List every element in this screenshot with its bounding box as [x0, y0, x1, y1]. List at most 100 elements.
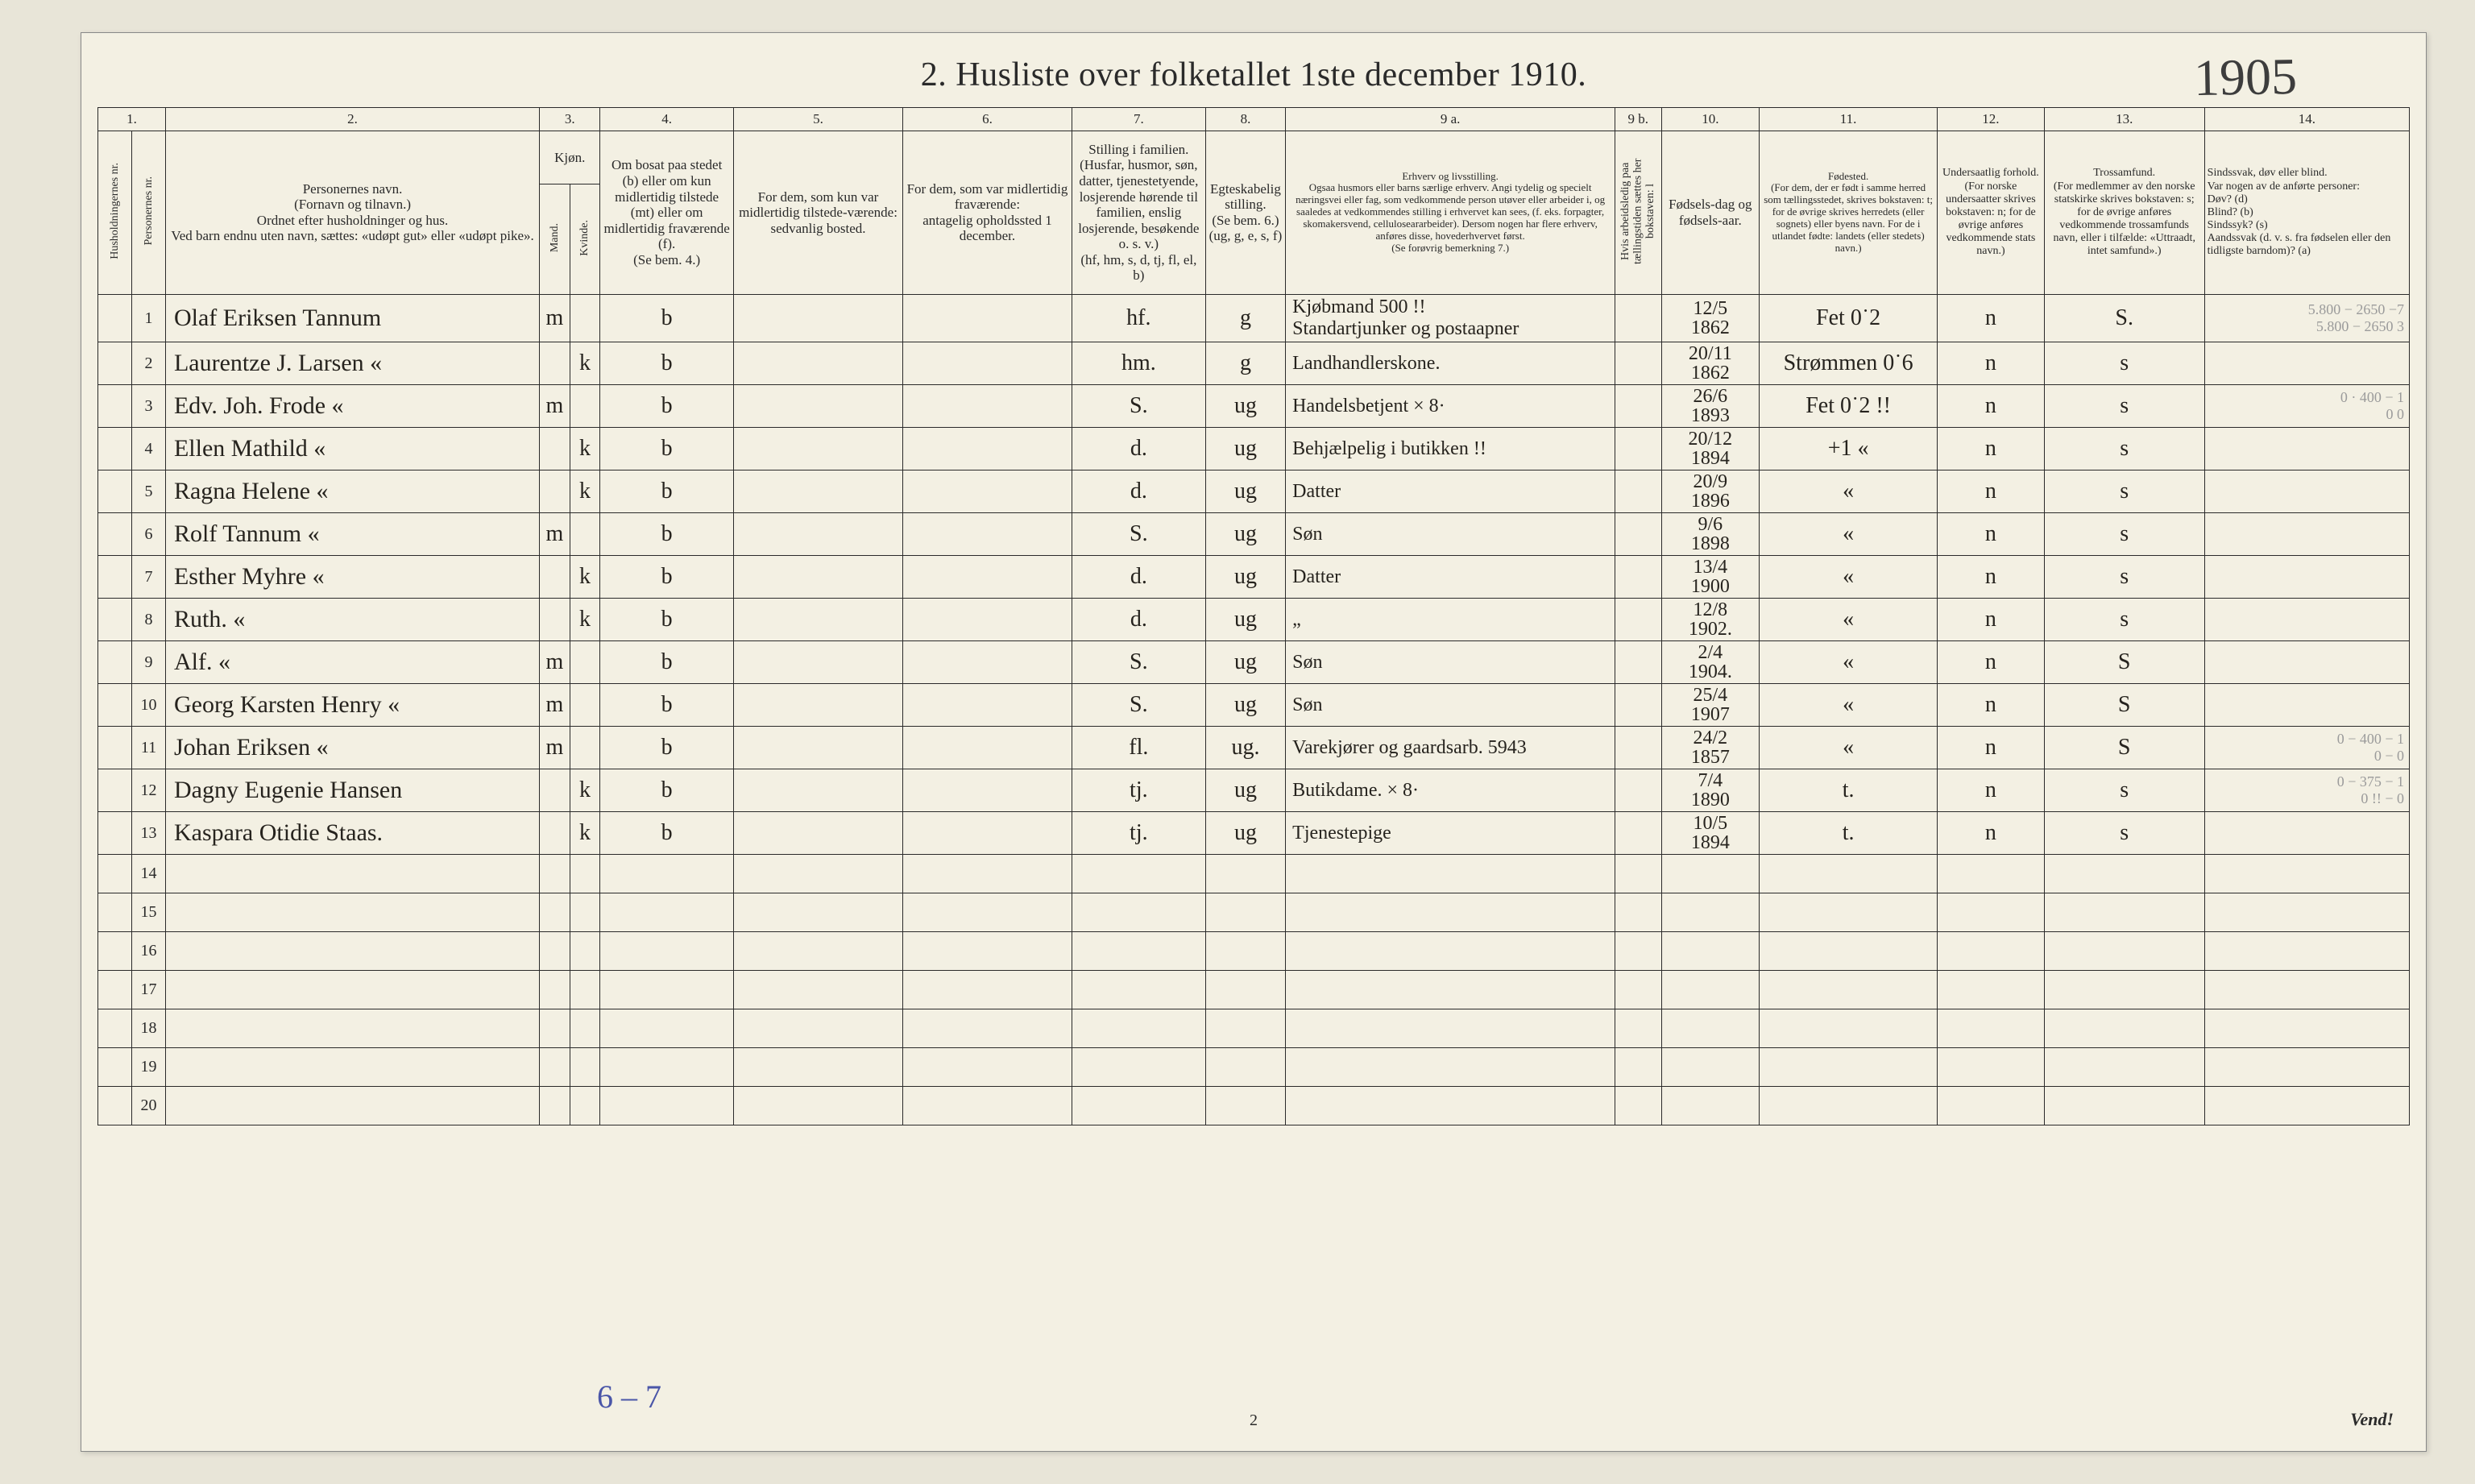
cell-empty — [1938, 1048, 2045, 1087]
cell-marital: ug — [1205, 769, 1285, 812]
cell-empty — [540, 1009, 570, 1048]
cell-birthplace: « — [1760, 513, 1938, 556]
cell-empty — [1205, 893, 1285, 932]
cell-nationality: n — [1938, 684, 2045, 727]
cell-empty — [1760, 893, 1938, 932]
cell-person-nr: 4 — [131, 428, 165, 470]
table-row: 2Laurentze J. Larsen «kbhm.gLandhandlers… — [98, 342, 2410, 385]
cell-empty — [540, 855, 570, 893]
cell-birthplace: Fet 0˙2 — [1760, 295, 1938, 342]
cell-sex-k — [570, 684, 600, 727]
cell-sex-m: m — [540, 727, 570, 769]
cell-hushold-nr — [98, 971, 132, 1009]
cell-religion: s — [2044, 812, 2204, 855]
cell-nationality: n — [1938, 641, 2045, 684]
cell-empty — [1072, 855, 1205, 893]
table-row: 12Dagny Eugenie Hansenkbtj.ugButikdame. … — [98, 769, 2410, 812]
cell-religion: S. — [2044, 295, 2204, 342]
cell-empty — [734, 971, 903, 1009]
cell-empty — [1938, 932, 2045, 971]
cell-empty — [1286, 1087, 1615, 1125]
cell-empty — [1661, 1087, 1760, 1125]
cell-temp-present — [734, 470, 903, 513]
header-row: Husholdningernes nr. Personernes nr. Per… — [98, 131, 2410, 184]
cell-name: Olaf Eriksen Tannum — [165, 295, 539, 342]
cell-temp-present — [734, 641, 903, 684]
cell-religion: s — [2044, 385, 2204, 428]
cell-sex-m — [540, 599, 570, 641]
cell-name: Esther Myhre « — [165, 556, 539, 599]
hdr-family-pos: Stilling i familien. (Husfar, husmor, sø… — [1072, 131, 1205, 295]
cell-empty — [902, 1048, 1072, 1087]
cell-temp-absent — [902, 342, 1072, 385]
cell-marital: ug — [1205, 513, 1285, 556]
cell-disability: 5.800 − 2650 −7 5.800 − 2650 3 — [2204, 295, 2409, 342]
cell-family-pos: S. — [1072, 513, 1205, 556]
cell-marital: ug — [1205, 470, 1285, 513]
cell-family-pos: fl. — [1072, 727, 1205, 769]
cell-marital: ug — [1205, 599, 1285, 641]
cell-temp-absent — [902, 428, 1072, 470]
cell-empty — [1938, 1009, 2045, 1048]
cell-temp-absent — [902, 684, 1072, 727]
cell-hushold-nr — [98, 932, 132, 971]
cell-temp-absent — [902, 385, 1072, 428]
cell-family-pos: S. — [1072, 684, 1205, 727]
table-row: 14 — [98, 855, 2410, 893]
cell-residence: b — [600, 769, 734, 812]
cell-empty — [2044, 971, 2204, 1009]
cell-unemployed — [1615, 727, 1661, 769]
cell-sex-k: k — [570, 556, 600, 599]
cell-person-nr: 6 — [131, 513, 165, 556]
colnum-10: 10. — [1661, 108, 1760, 131]
cell-empty — [600, 1009, 734, 1048]
cell-occupation: Landhandlerskone. — [1286, 342, 1615, 385]
handwritten-year: 1905 — [2193, 47, 2297, 108]
cell-empty — [1661, 893, 1760, 932]
cell-person-nr: 5 — [131, 470, 165, 513]
cell-empty — [1615, 893, 1661, 932]
cell-empty — [570, 932, 600, 971]
hdr-nationality: Undersaatlig forhold. (For norske unders… — [1938, 131, 2045, 295]
cell-residence: b — [600, 641, 734, 684]
colnum-9a: 9 a. — [1286, 108, 1615, 131]
cell-dob: 20/12 1894 — [1661, 428, 1760, 470]
cell-marital: ug — [1205, 641, 1285, 684]
cell-hushold-nr — [98, 1009, 132, 1048]
cell-empty — [1661, 1048, 1760, 1087]
cell-sex-m: m — [540, 513, 570, 556]
cell-nationality: n — [1938, 727, 2045, 769]
cell-empty — [1661, 855, 1760, 893]
cell-residence: b — [600, 684, 734, 727]
cell-marital: ug — [1205, 428, 1285, 470]
cell-residence: b — [600, 727, 734, 769]
cell-nationality: n — [1938, 470, 2045, 513]
cell-sex-m — [540, 812, 570, 855]
cell-unemployed — [1615, 428, 1661, 470]
cell-occupation: Datter — [1286, 470, 1615, 513]
cell-empty — [600, 1048, 734, 1087]
cell-residence: b — [600, 513, 734, 556]
cell-empty — [1760, 1087, 1938, 1125]
cell-temp-present — [734, 556, 903, 599]
cell-marital: ug — [1205, 812, 1285, 855]
colnum-4: 4. — [600, 108, 734, 131]
cell-temp-absent — [902, 513, 1072, 556]
hdr-disability: Sindssvak, døv eller blind. Var nogen av… — [2204, 131, 2409, 295]
cell-disability: 0 − 400 − 1 0 − 0 — [2204, 727, 2409, 769]
cell-unemployed — [1615, 599, 1661, 641]
cell-temp-absent — [902, 769, 1072, 812]
table-row: 1Olaf Eriksen Tannummbhf.gKjøbmand 500 !… — [98, 295, 2410, 342]
cell-unemployed — [1615, 556, 1661, 599]
cell-name: Dagny Eugenie Hansen — [165, 769, 539, 812]
cell-temp-present — [734, 295, 903, 342]
cell-empty — [570, 1009, 600, 1048]
cell-empty — [902, 971, 1072, 1009]
census-form-page: 2. Husliste over folketallet 1ste decemb… — [81, 32, 2427, 1452]
cell-sex-k — [570, 295, 600, 342]
cell-dob: 20/9 1896 — [1661, 470, 1760, 513]
cell-empty — [165, 1087, 539, 1125]
cell-sex-k — [570, 513, 600, 556]
cell-dob: 7/4 1890 — [1661, 769, 1760, 812]
cell-empty — [1615, 1009, 1661, 1048]
